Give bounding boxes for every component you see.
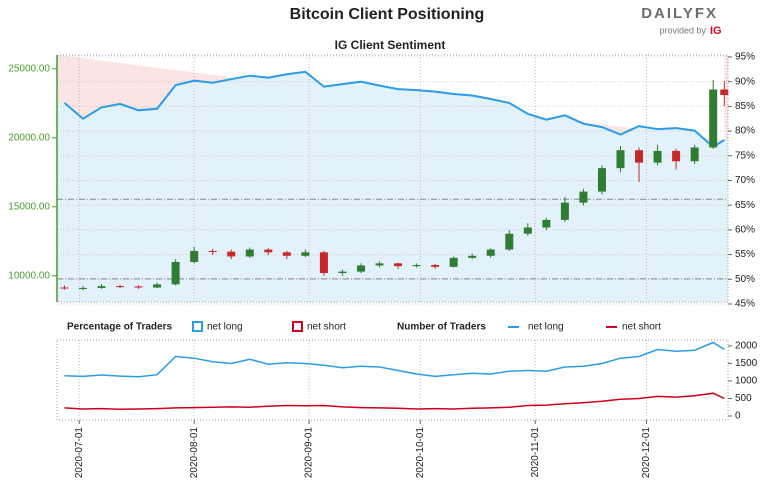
candle-body	[375, 263, 384, 266]
net-long-lead	[57, 102, 65, 302]
y2-tick-label: 85%	[735, 101, 755, 112]
x-tick-label: 2020-07-01	[74, 427, 85, 479]
y-tick-label: 15000.00	[8, 201, 50, 212]
candle-body	[709, 89, 718, 148]
candle-body	[245, 249, 254, 257]
y-tick-label: 10000.00	[8, 270, 50, 281]
legend-title: Percentage of Traders	[67, 322, 172, 333]
x-tick-label: 2020-10-01	[415, 427, 426, 479]
y-tick-label: 20000.00	[8, 132, 50, 143]
y2-tick-label: 75%	[735, 150, 755, 161]
candle-body	[60, 287, 69, 289]
y-tick-label: 0	[735, 411, 741, 422]
net-long-area	[64, 71, 725, 302]
net-long-tail	[724, 139, 728, 302]
legend-swatch	[292, 321, 303, 332]
candle-body	[635, 150, 644, 163]
legend-label: net long	[207, 322, 243, 333]
candle-body	[412, 265, 421, 267]
legend-label: net short	[307, 322, 346, 333]
candle-body	[134, 286, 143, 288]
candle-body	[208, 250, 217, 252]
y-tick-label: 25000.00	[8, 63, 50, 74]
candle-body	[505, 233, 514, 250]
plot-layer: 10000.00 15000.00 20000.00 25000.00 45% 50% 55…	[8, 52, 757, 479]
candle-body	[356, 265, 365, 272]
y-tick-label: 500	[735, 393, 752, 404]
legend-swatch	[192, 321, 203, 332]
candle-body	[264, 249, 273, 253]
candle-body	[720, 89, 729, 96]
candle-body	[431, 265, 440, 267]
candle-body	[616, 150, 625, 169]
traders-line	[64, 341, 725, 378]
y-tick-label: 1000	[735, 376, 758, 387]
y2-tick-label: 45%	[735, 299, 755, 310]
net-short-lead	[57, 55, 65, 103]
candle-body	[597, 168, 606, 192]
legend-title: Number of Traders	[397, 322, 486, 333]
net-short-area	[57, 55, 728, 147]
x-tick-label: 2020-08-01	[189, 427, 200, 479]
candle-body	[153, 284, 162, 288]
candle-body	[394, 263, 403, 267]
legend-label: net short	[622, 322, 661, 333]
page-title: Bitcoin Client Positioning	[290, 6, 485, 23]
chart-subtitle: IG Client Sentiment	[335, 38, 446, 52]
traders-line	[64, 392, 725, 411]
y2-tick-label: 70%	[735, 175, 755, 186]
candle-body	[653, 150, 662, 163]
candle-body	[227, 251, 236, 257]
candle-body	[301, 252, 310, 256]
candle-body	[97, 286, 106, 288]
x-tick-label: 2020-11-01	[530, 427, 541, 478]
panel-frame	[56, 339, 729, 421]
candle-body	[116, 286, 125, 288]
candle-body	[468, 255, 477, 258]
y2-tick-label: 50%	[735, 274, 755, 285]
y2-tick-label: 90%	[735, 76, 755, 87]
candle-body	[560, 202, 569, 220]
brand-provided-by: provided by	[659, 25, 706, 35]
candle-body	[523, 227, 532, 234]
candle-body	[486, 249, 495, 256]
candle-body	[171, 261, 180, 285]
legend-label: net long	[528, 322, 564, 333]
candle-body	[449, 257, 458, 267]
y2-tick-label: 55%	[735, 249, 755, 260]
x-tick-label: 2020-09-01	[304, 427, 315, 479]
candle-body	[579, 191, 588, 203]
candle-body	[338, 271, 347, 274]
y2-tick-label: 60%	[735, 225, 755, 236]
candle-body	[282, 252, 291, 256]
y2-tick-label: 80%	[735, 126, 755, 137]
brand-logo: DAILYFX	[641, 5, 718, 22]
candle-body	[78, 287, 87, 289]
candle-body	[672, 150, 681, 162]
candle-body	[190, 250, 199, 262]
candle-body	[319, 252, 328, 274]
y2-tick-label: 65%	[735, 200, 755, 211]
net-long-line	[63, 70, 725, 149]
y-tick-label: 2000	[735, 341, 758, 352]
candle-body	[542, 219, 551, 228]
brand-ig: IG	[710, 25, 722, 37]
x-tick-label: 2020-12-01	[641, 427, 652, 479]
candle-body	[690, 147, 699, 162]
y-tick-label: 1500	[735, 358, 758, 369]
y2-tick-label: 95%	[735, 52, 755, 63]
